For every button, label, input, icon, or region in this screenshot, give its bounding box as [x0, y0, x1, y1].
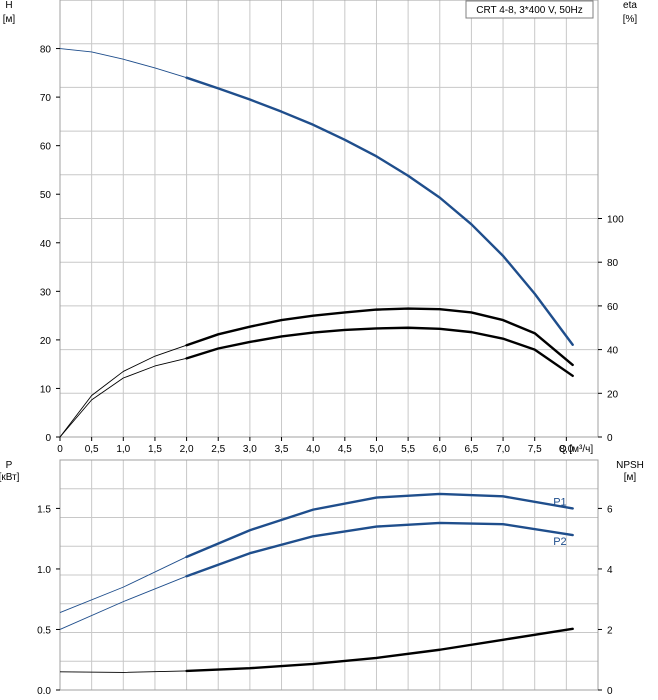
- x-tick-label: 6,5: [464, 444, 478, 455]
- curve-bottom-2-thick: [185, 627, 574, 673]
- x-tick-label: 5,0: [370, 444, 384, 455]
- curve-top-2-thick: [185, 326, 574, 378]
- series-label-p2: P2: [553, 536, 566, 548]
- y-right-tick-label: 2: [607, 625, 613, 636]
- legend-text: CRT 4-8, 3*400 V, 50Hz: [476, 5, 583, 16]
- curve-bottom-0-thin: [59, 556, 187, 613]
- y-left-tick-label: 70: [40, 93, 52, 104]
- y-left-axis-unit: [м]: [3, 14, 16, 25]
- y-left-tick-label: 0: [45, 433, 51, 444]
- y-right-tick-label: 40: [607, 346, 619, 357]
- y-left-tick-label: 30: [40, 287, 52, 298]
- x-tick-label: 5,5: [401, 444, 415, 455]
- x-tick-label: 2,0: [180, 444, 194, 455]
- curve-bottom-2-thin: [59, 670, 187, 673]
- curve-bottom-1-thick: [185, 521, 574, 578]
- x-tick-label: 3,5: [275, 444, 289, 455]
- bottom-grid: [56, 459, 602, 691]
- curve-top-1-thin: [59, 344, 187, 438]
- y-left-tick-label: 50: [40, 190, 52, 201]
- y-right-tick-label: 0: [607, 686, 613, 697]
- curve-top-2-thin: [59, 357, 187, 438]
- y-left-tick-label: 0.0: [37, 686, 51, 697]
- y-right-axis-unit: [м]: [624, 472, 637, 483]
- y-right-tick-label: 0: [607, 433, 613, 444]
- y-right-axis-unit: [%]: [623, 14, 638, 25]
- curve-top-1-thick: [185, 307, 574, 367]
- x-tick-label: 7,5: [528, 444, 542, 455]
- labels: 01020304050607080020406080100H[м]eta[%]0…: [0, 0, 644, 697]
- y-right-tick-label: 100: [607, 215, 624, 226]
- x-tick-label: 0: [57, 444, 63, 455]
- y-left-tick-label: 40: [40, 239, 52, 250]
- x-tick-label: 8,0: [559, 444, 573, 455]
- y-left-tick-label: 60: [40, 142, 52, 153]
- x-tick-label: 6,0: [433, 444, 447, 455]
- y-left-tick-label: 1.0: [37, 565, 51, 576]
- curves: [59, 48, 574, 673]
- y-right-tick-label: 20: [607, 389, 619, 400]
- y-right-tick-label: 60: [607, 302, 619, 313]
- y-left-axis-unit: [кВт]: [0, 472, 20, 483]
- y-left-tick-label: 80: [40, 45, 52, 56]
- curve-top-0-thin: [59, 48, 187, 79]
- x-tick-label: 4,5: [338, 444, 352, 455]
- y-left-tick-label: 0.5: [37, 625, 51, 636]
- y-left-tick-label: 20: [40, 336, 52, 347]
- x-tick-label: 2,5: [211, 444, 225, 455]
- series-label-p1: P1: [553, 496, 566, 508]
- x-tick-label: 0,5: [85, 444, 99, 455]
- curve-top-0-thick: [185, 76, 574, 346]
- y-right-tick-label: 80: [607, 258, 619, 269]
- plot-frame: [59, 459, 599, 691]
- x-tick-label: 4,0: [306, 444, 320, 455]
- curve-bottom-0-thick: [185, 492, 574, 559]
- top-grid: [56, 0, 602, 441]
- y-right-axis-title: NPSH: [616, 460, 644, 471]
- curve-bottom-1-thin: [59, 575, 187, 630]
- y-left-axis-title: H: [5, 0, 12, 11]
- y-right-tick-label: 6: [607, 504, 613, 515]
- x-tick-label: 1,5: [148, 444, 162, 455]
- x-axis-title: Q [м³/ч]: [559, 444, 594, 455]
- x-tick-label: 1,0: [116, 444, 130, 455]
- y-left-axis-title: P: [6, 460, 13, 471]
- y-right-tick-label: 4: [607, 565, 613, 576]
- y-right-axis-title: eta: [623, 0, 637, 11]
- y-left-tick-label: 1.5: [37, 504, 51, 515]
- x-tick-label: 7,0: [496, 444, 510, 455]
- legend-box: CRT 4-8, 3*400 V, 50Hz: [465, 0, 594, 19]
- x-tick-label: 3,0: [243, 444, 257, 455]
- y-left-tick-label: 10: [40, 384, 52, 395]
